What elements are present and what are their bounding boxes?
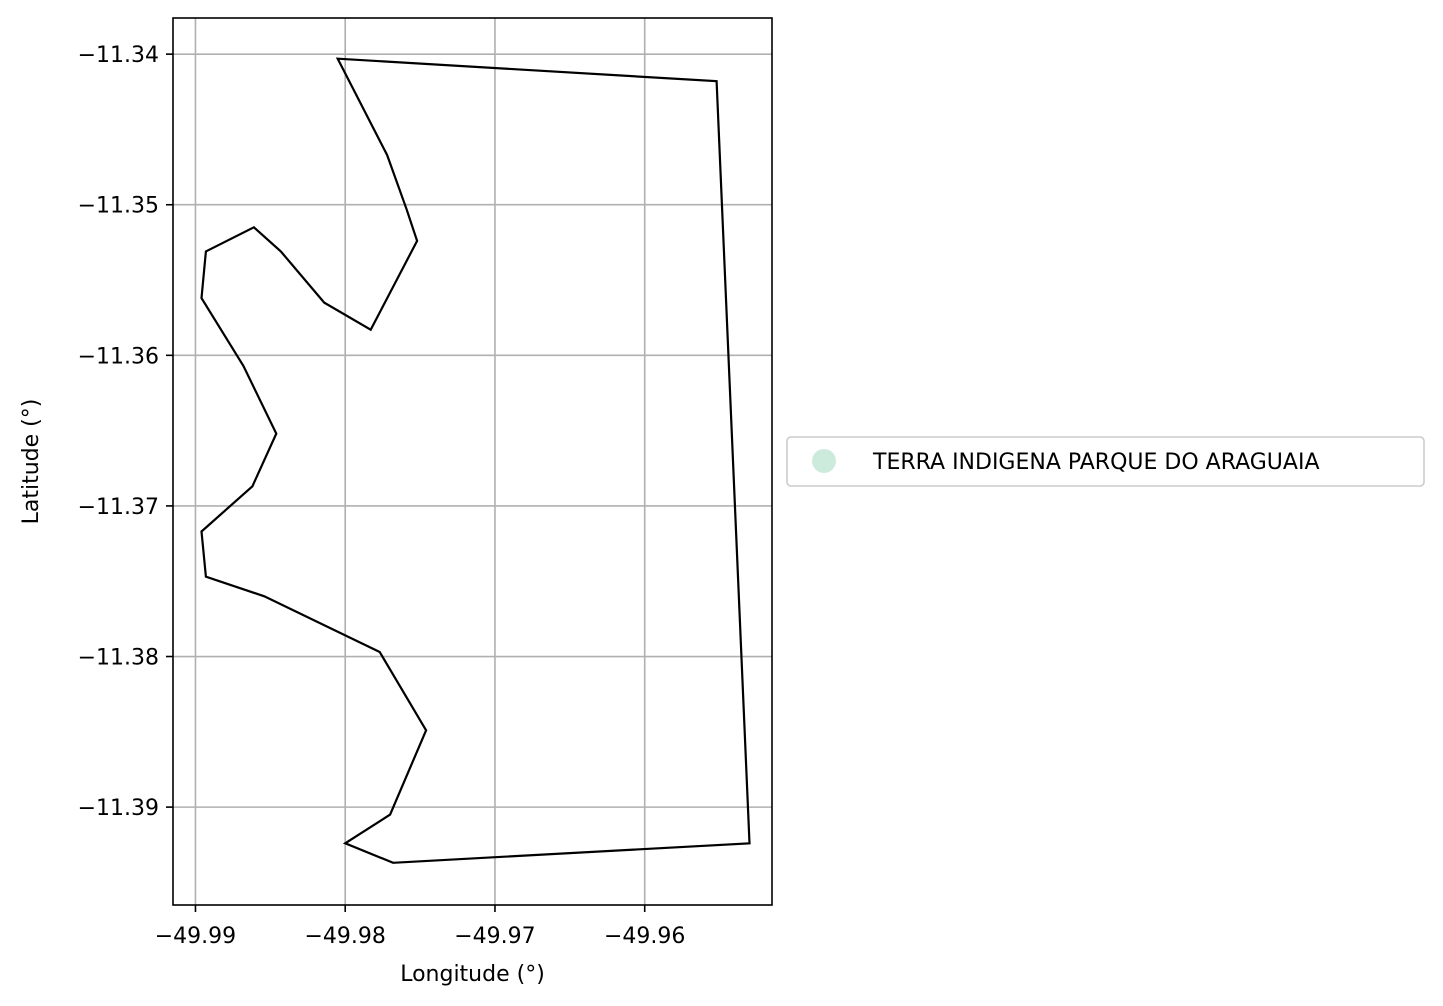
- x-tick-label: −49.97: [454, 924, 535, 949]
- legend-box: [786, 436, 1425, 487]
- x-tick-label: −49.98: [305, 924, 386, 949]
- x-tick-label: −49.99: [155, 924, 236, 949]
- x-axis-label: Longitude (°): [400, 962, 545, 987]
- legend-label: TERRA INDIGENA PARQUE DO ARAGUAIA: [872, 450, 1320, 475]
- boundary-polygon: [200, 57, 751, 864]
- plot-frame: [172, 17, 773, 906]
- y-tick-label: −11.39: [78, 796, 159, 821]
- y-tick-label: −11.35: [78, 194, 159, 219]
- y-tick-label: −11.36: [78, 344, 159, 369]
- y-tick-label: −11.37: [78, 495, 159, 520]
- grid: [173, 18, 772, 905]
- x-tick-label: −49.96: [604, 924, 685, 949]
- y-tick-label: −11.34: [78, 43, 159, 68]
- legend: TERRA INDIGENA PARQUE DO ARAGUAIA: [786, 436, 1425, 487]
- y-axis-label: Latitude (°): [19, 399, 44, 525]
- y-tick-label: −11.38: [78, 646, 159, 671]
- axis-ticks: −49.99 −49.98 −49.97 −49.96 −11.34 −11.35 −11.…: [78, 43, 686, 949]
- data-layer: [200, 57, 751, 864]
- legend-marker: [812, 449, 836, 473]
